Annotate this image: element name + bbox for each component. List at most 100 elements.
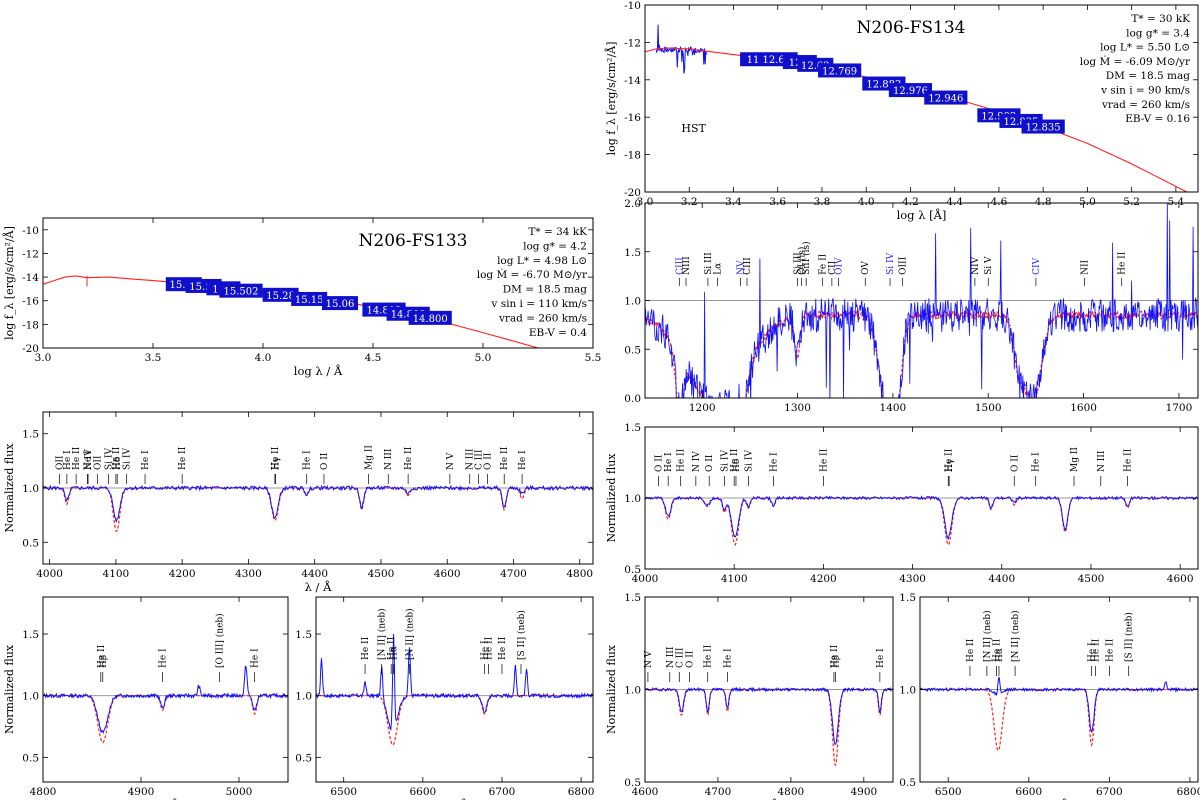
line-id-label: Si IV bbox=[744, 450, 754, 472]
x-tick-label: 4900 bbox=[850, 786, 877, 798]
photometry-box bbox=[322, 296, 358, 311]
x-tick-label: 4200 bbox=[169, 568, 196, 580]
photometry-label: 14.809 bbox=[391, 310, 426, 321]
observed-spectrum bbox=[43, 665, 288, 735]
y-tick-label: 1.0 bbox=[22, 483, 39, 495]
x-tick-label: 3.6 bbox=[769, 196, 786, 208]
line-id-label: He II bbox=[485, 636, 495, 660]
x-tick-label: 3.5 bbox=[145, 352, 162, 364]
line-id-label: He II bbox=[944, 448, 954, 472]
x-tick-label: 4300 bbox=[899, 573, 926, 585]
x-tick-label: 3.0 bbox=[637, 196, 654, 208]
line-id-label: [N II] (neb) bbox=[982, 610, 993, 662]
line-id-label: CIII bbox=[675, 257, 685, 275]
x-tick-label: 5.4 bbox=[1168, 196, 1185, 208]
line-id-label: Si V bbox=[984, 256, 994, 275]
x-tick-label: 4500 bbox=[368, 568, 395, 580]
line-id-label: CIII bbox=[743, 257, 753, 275]
x-tick-label: 4700 bbox=[705, 786, 732, 798]
line-id-label: He II bbox=[730, 448, 740, 472]
x-tick-label: 1500 bbox=[975, 402, 1002, 414]
line-id-label: He I bbox=[481, 640, 491, 660]
line-id-label: SiII (is) bbox=[801, 241, 812, 275]
photometry-box bbox=[924, 90, 968, 105]
panel-opt133: 4000 4100 4200 4300 4400 4500 4600 4700 4800 0.5 1… bbox=[3, 411, 594, 594]
y-tick-label: 1.5 bbox=[624, 592, 641, 604]
plot-frame bbox=[644, 426, 1199, 570]
x-tick-label: 4900 bbox=[128, 786, 155, 798]
y-tick-label: 0.0 bbox=[624, 393, 641, 405]
x-tick-label: 4000 bbox=[36, 568, 63, 580]
line-id-label: He II bbox=[819, 448, 829, 472]
line-id-label: He II bbox=[178, 446, 188, 470]
panel-uv134: 1200 1300 1400 1500 1600 1700 0.0 0.5 1.0 1.5 2.0 C… bbox=[624, 198, 1199, 414]
line-id-label: Mg II bbox=[1070, 447, 1080, 472]
photometry-label: 12.835 bbox=[1004, 117, 1039, 128]
x-tick-label: 4600 bbox=[1167, 573, 1194, 585]
model-spectrum bbox=[43, 695, 288, 744]
line-id-label: He I bbox=[1088, 642, 1098, 662]
plot-area bbox=[645, 686, 893, 767]
y-tick-label: 1.0 bbox=[22, 691, 39, 703]
x-tick-label: 3.4 bbox=[725, 196, 742, 208]
panel-sed134: 11 12.6412.712.6212.76912.88212.97612.94… bbox=[604, 0, 1199, 222]
y-tick-label: 1.0 bbox=[899, 685, 916, 697]
line-id-label: He II bbox=[72, 446, 82, 470]
photometry-label: 15.50 bbox=[189, 282, 218, 293]
line-id-label: He II bbox=[830, 644, 840, 668]
y-tick-label: 1.5 bbox=[899, 592, 916, 604]
line-id-label: N V bbox=[644, 650, 654, 668]
photometry-label: 14.800 bbox=[413, 314, 448, 325]
line-id-label: Hδ bbox=[732, 459, 742, 472]
line-id-label: N IV bbox=[692, 451, 702, 472]
line-id-label: He II bbox=[404, 446, 414, 470]
x-tick-label: 6700 bbox=[489, 786, 516, 798]
x-axis-label: log λ [Å] bbox=[897, 208, 947, 222]
x-tick-label: 5.5 bbox=[585, 352, 602, 364]
y-tick-label: -10 bbox=[624, 0, 641, 12]
line-id-label: O II bbox=[705, 454, 715, 472]
x-tick-label: 4400 bbox=[301, 568, 328, 580]
line-id-label: OIV bbox=[835, 257, 845, 275]
photometry-box bbox=[888, 83, 933, 98]
y-tick-label: 0.5 bbox=[22, 752, 39, 764]
y-axis-label: Normalized flux bbox=[3, 443, 16, 533]
x-tick-label: 5.0 bbox=[1079, 196, 1096, 208]
plot-frame bbox=[644, 4, 1199, 193]
observed-spectrum bbox=[645, 686, 893, 746]
line-id-label: He II bbox=[500, 446, 510, 470]
y-axis-label: log f_λ [erg/s/cm²/Å] bbox=[2, 226, 16, 340]
stellar-parameter: vrad = 260 km/s bbox=[498, 312, 587, 324]
line-id-label: Hβ bbox=[99, 655, 109, 668]
line-id-label: Mg II bbox=[364, 445, 374, 470]
line-id-label: [S II] (neb) bbox=[516, 610, 527, 660]
stellar-parameter: log Ṁ = -6.09 M⊙/yr bbox=[1080, 54, 1191, 68]
y-tick-label: -16 bbox=[22, 296, 39, 308]
x-tick-label: 4800 bbox=[30, 786, 57, 798]
photometry-label: 12.902 bbox=[981, 111, 1016, 122]
line-id-label: NII bbox=[1081, 259, 1091, 274]
line-id-label: Lα bbox=[713, 263, 723, 275]
plot-area bbox=[645, 203, 1198, 398]
x-tick-label: 1300 bbox=[784, 402, 811, 414]
line-id-label: He II bbox=[993, 638, 1003, 662]
x-tick-label: 4300 bbox=[235, 568, 262, 580]
line-id-label: NV bbox=[736, 260, 746, 275]
line-id-label: Si IV bbox=[105, 448, 115, 470]
line-id-label: OIII bbox=[898, 256, 908, 274]
line-id-label: N III bbox=[1097, 450, 1107, 472]
photometry-label: 15.06 bbox=[326, 299, 355, 310]
line-id-label: CIV bbox=[1032, 257, 1042, 274]
line-id-label: N III bbox=[466, 448, 476, 470]
y-tick-label: -10 bbox=[22, 225, 39, 237]
stellar-parameter: EB-V = 0.4 bbox=[529, 327, 587, 339]
stellar-parameter: v sin i = 90 km/s bbox=[1100, 85, 1190, 97]
x-tick-label: 4800 bbox=[566, 568, 593, 580]
photometry-box bbox=[262, 287, 299, 302]
line-id-label: N IV bbox=[84, 449, 94, 470]
x-tick-label: 6800 bbox=[1177, 786, 1200, 798]
y-tick-label: 0.5 bbox=[624, 344, 641, 356]
